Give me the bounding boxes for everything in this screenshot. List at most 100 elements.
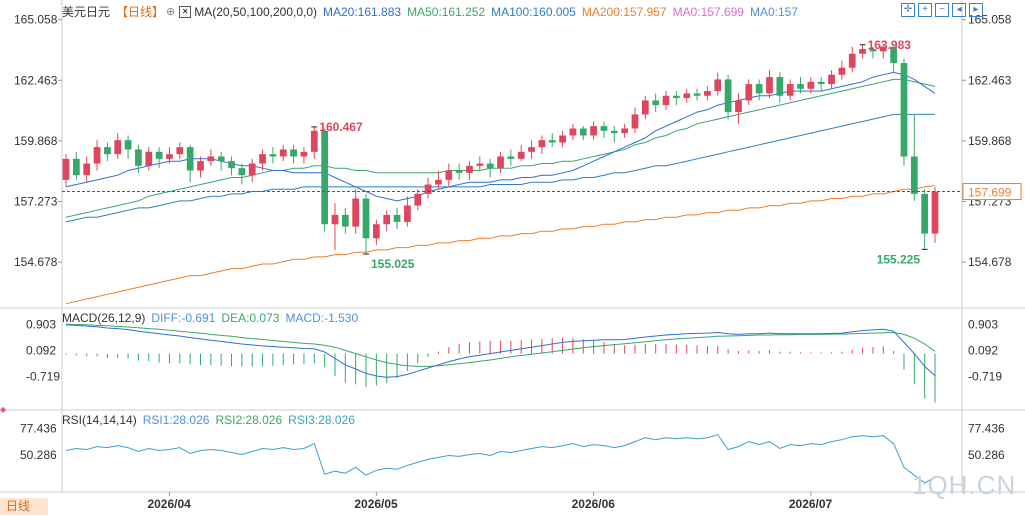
- candle-body-40: [476, 163, 484, 166]
- candle-body-23: [300, 151, 308, 157]
- candle-body-43: [507, 156, 515, 159]
- date-tick-3: 2026/07: [789, 497, 833, 511]
- candle-body-9: [155, 151, 163, 159]
- candle-body-6: [124, 140, 132, 150]
- macd-tick-right-2: -0.719: [968, 370, 1002, 384]
- period-tab[interactable]: 日线: [0, 498, 48, 515]
- candle-body-56: [641, 100, 649, 115]
- zoom-in-icon[interactable]: +: [918, 3, 932, 17]
- candle-body-18: [248, 163, 256, 176]
- candle-body-65: [735, 100, 742, 113]
- macd-dea-value: DEA:0.073: [221, 311, 280, 325]
- candle-body-73: [817, 81, 825, 85]
- scroll-right-icon[interactable]: ▸: [969, 3, 983, 17]
- candle-body-52: [600, 126, 608, 131]
- ma200-value: MA200:157.957: [581, 4, 667, 19]
- candle-body-77: [859, 49, 866, 54]
- candle-body-44: [517, 151, 525, 159]
- panel-resize-icon[interactable]: ◆: [0, 405, 7, 414]
- rsi-tick-left-1: 50.286: [20, 448, 57, 462]
- candle-body-32: [393, 214, 401, 222]
- candle-body-84: [931, 191, 939, 234]
- candle-body-5: [114, 140, 122, 155]
- candle-body-8: [145, 151, 153, 166]
- annotation-label-2: 163.983: [868, 38, 912, 52]
- macd-tick-left-1: 0.092: [26, 344, 56, 358]
- candle-body-82: [910, 156, 918, 194]
- rsi3-value: RSI3:28.026: [288, 413, 355, 427]
- ma-params-label: MA(20,50,100,200,0,0): [194, 4, 317, 19]
- ma20-line: [65, 71, 936, 202]
- candle-body-2: [83, 163, 91, 176]
- candle-body-25: [321, 130, 328, 225]
- candle-body-10: [166, 154, 173, 159]
- rsi-line: [65, 434, 936, 484]
- candle-body-38: [455, 170, 463, 173]
- candle-body-36: [435, 179, 442, 185]
- ma-toggle-icon[interactable]: ✕: [179, 5, 192, 18]
- ma0a-value: MA0:157.699: [672, 4, 744, 19]
- rsi-tick-right-1: 50.286: [968, 448, 1005, 462]
- candle-body-47: [548, 140, 556, 143]
- candle-body-51: [590, 126, 597, 136]
- candle-body-34: [414, 193, 422, 206]
- rsi-header: RSI(14,14,14) RSI1:28.026 RSI2:28.026 RS…: [62, 413, 361, 427]
- date-tick-0: 2026/04: [147, 497, 191, 511]
- candle-body-80: [890, 46, 897, 64]
- candle-body-3: [93, 147, 101, 164]
- candle-body-49: [569, 128, 577, 136]
- crosshair-icon[interactable]: ✛: [901, 3, 915, 17]
- symbol-label: 美元日元: [62, 5, 111, 19]
- price-tick-left-2: 159.868: [14, 134, 58, 148]
- candle-body-58: [662, 95, 670, 106]
- candle-body-79: [879, 46, 887, 52]
- candle-body-4: [104, 147, 111, 155]
- ma50-value: MA50:161.252: [407, 4, 486, 19]
- ma200-line: [65, 185, 936, 305]
- candle-body-12: [186, 147, 194, 171]
- candle-body-66: [745, 84, 753, 101]
- candle-body-78: [869, 49, 877, 52]
- date-tick-1: 2026/05: [354, 497, 398, 511]
- candle-body-21: [279, 149, 287, 157]
- candle-body-13: [197, 161, 204, 171]
- candle-body-1: [72, 158, 80, 176]
- candle-body-60: [683, 93, 691, 99]
- candle-body-48: [559, 135, 566, 143]
- candle-body-28: [352, 198, 360, 227]
- candle-body-30: [372, 224, 380, 239]
- candle-body-83: [921, 193, 929, 234]
- zoom-out-icon[interactable]: −: [935, 3, 949, 17]
- price-tick-left-1: 162.463: [14, 73, 58, 87]
- annotation-label-1: 155.025: [371, 257, 415, 271]
- macd-params-label: MACD(26,12,9): [62, 311, 146, 325]
- macd-value: MACD:-1.530: [285, 311, 359, 325]
- candle-body-45: [528, 147, 535, 152]
- candle-body-59: [673, 95, 680, 99]
- candle-body-67: [755, 84, 763, 94]
- ma100-value: MA100:160.005: [491, 4, 576, 19]
- scroll-left-icon[interactable]: ◂: [952, 3, 966, 17]
- candle-body-15: [217, 156, 225, 162]
- candle-body-7: [135, 149, 142, 166]
- candle-body-26: [331, 214, 339, 225]
- candle-body-41: [486, 163, 494, 169]
- candle-body-37: [445, 170, 453, 180]
- macd-diff-value: DIFF:-0.691: [151, 311, 216, 325]
- toolbar: ✛ + − ◂ ▸: [901, 3, 983, 17]
- candle-body-31: [383, 214, 391, 225]
- macd-tick-left-0: 0.903: [26, 318, 56, 332]
- price-tick-right-1: 162.463: [968, 73, 1012, 87]
- candle-body-17: [238, 168, 246, 176]
- macd-header: MACD(26,12,9) DIFF:-0.691 DEA:0.073 MACD…: [62, 311, 364, 325]
- candle-body-27: [341, 214, 349, 227]
- period-label[interactable]: 【日线】: [116, 5, 165, 19]
- candle-body-81: [900, 63, 908, 157]
- candle-body-42: [497, 156, 504, 169]
- candle-body-74: [828, 74, 835, 85]
- candle-body-46: [538, 140, 546, 148]
- settings-icon[interactable]: ⊕: [166, 6, 176, 18]
- macd-tick-right-0: 0.903: [968, 318, 998, 332]
- candle-body-75: [838, 67, 846, 75]
